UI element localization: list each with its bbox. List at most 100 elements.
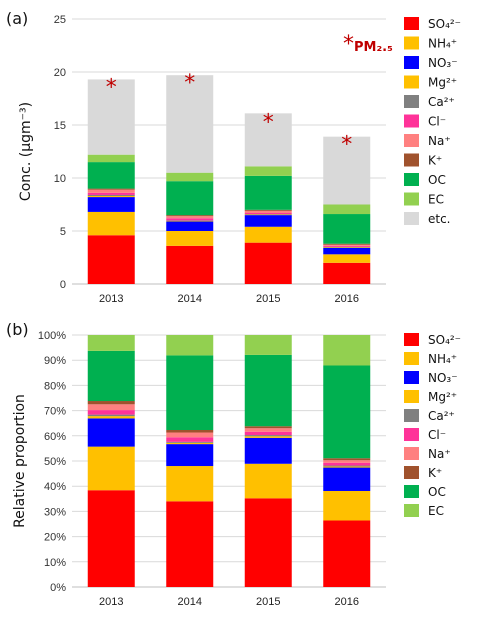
legend-swatch-k [404,153,419,167]
x-tick-label: 2015 [256,293,280,305]
bar-segment-na [166,432,214,438]
bar-segment-k [87,188,135,190]
bar-segment-k [87,401,135,405]
bar-segment-no3 [87,197,135,212]
x-tick-label: 2016 [335,293,359,305]
bar-segment-nh4 [244,463,292,499]
bar-segment-so4 [87,490,135,587]
legend-swatch-cl [404,114,419,128]
bar-segment-ec [244,335,292,355]
legend-label-ca: Ca²⁺ [428,409,455,423]
legend-swatch-nh4 [404,352,419,365]
bar-segment-cl [244,212,292,215]
legend-swatch-so4 [404,17,419,30]
bar-segment-na [87,189,135,193]
legend-label-mg: Mg²⁺ [428,390,457,404]
legend-swatch-k [404,466,419,479]
legend-swatch-ca [404,409,419,422]
bar-segment-oc [244,354,292,427]
bar-segment-na [323,460,371,463]
pm25-legend: * PM₂.₅ [343,32,393,57]
bar-segment-no3 [323,467,371,491]
y-tick-label: 50% [44,456,66,468]
bar-segment-no3 [166,221,214,231]
x-tick-label: 2013 [99,596,123,608]
y-axis-label: Relative proportion [12,394,28,528]
legend-swatch-na [404,447,419,460]
legend-label-oc: OC [428,485,446,499]
bar-segment-ec [166,335,214,356]
bar-segment-etc [323,136,371,205]
pm25-marker: * [106,75,117,100]
bar-segment-cl [87,410,135,415]
bar-segment-ec [323,204,371,215]
bar-segment-na [244,428,292,432]
bar-segment-no3 [166,444,214,467]
legend-swatch-nh4 [404,36,419,50]
bar-segment-etc [87,79,135,155]
bar-segment-mg [244,436,292,438]
bar-segment-nh4 [244,226,292,243]
bar-segment-ca [323,465,371,467]
y-tick-label: 20% [44,532,66,544]
bar-segment-no3 [244,437,292,464]
bar-segment-mg [244,214,292,216]
bar-segment-no3 [244,215,292,227]
legend-swatch-mg [404,75,419,89]
legend-label-nh4: NH₄⁺ [428,37,457,51]
y-tick-label: 10% [44,557,66,569]
bar-segment-ca [244,214,292,215]
legend-label-no3: NO₃⁻ [428,56,458,70]
bar-segment-ca [166,220,214,221]
bar-segment-nh4 [323,254,371,263]
bar-segment-nh4 [166,466,214,502]
bar-segment-k [323,458,371,461]
panel-label: (a) [6,9,28,28]
legend-swatch-etc [404,212,419,225]
x-tick-label: 2014 [178,596,202,608]
bar-segment-etc [244,113,292,167]
legend-label-k: K⁺ [428,466,442,480]
y-tick-label: 30% [44,506,66,518]
x-tick-label: 2015 [256,596,280,608]
bar-segment-k [166,430,214,433]
panel-label: (b) [6,320,29,339]
y-axis-label: Conc. (μgm⁻³) [18,102,34,201]
pm25-marker: * [184,71,195,96]
bar-segment-oc [323,214,371,244]
bar-segment-no3 [323,247,371,255]
bar-segment-na [323,244,371,246]
bar-segment-oc [166,355,214,431]
bar-segment-ca [87,414,135,417]
legend-label-so4: SO₄²⁻ [428,333,461,347]
bar-segment-so4 [323,262,371,284]
bar-segment-cl [244,431,292,436]
bar-segment-mg [323,466,371,468]
legend-label-nh4: NH₄⁺ [428,352,457,366]
bar-segment-no3 [87,418,135,447]
bar-segment-cl [323,462,371,466]
legend-label-mg: Mg²⁺ [428,76,457,90]
legend-swatch-na [404,134,419,147]
pm25-marker: * [341,133,352,158]
bar-segment-na [166,216,214,219]
legend-label-cl: Cl⁻ [428,428,446,442]
bar-segment-oc [87,350,135,402]
bar-segment-ca [244,435,292,437]
bar-segment-oc [323,365,371,459]
legend-swatch-cl [404,428,419,441]
bar-segment-ca [323,246,371,248]
y-tick-label: 0 [60,279,66,291]
bar-segment-cl [323,245,371,247]
y-tick-label: 60% [44,431,66,443]
bar-segment-oc [244,175,292,210]
x-tick-label: 2016 [335,596,359,608]
chart-panel-a: 0 5 10 15 20 25 (a) Conc. (μgm⁻³) 2013 * 2014 * 2015… [6,9,461,305]
bar-segment-oc [87,162,135,189]
bar-segment-cl [166,437,214,442]
bar-segment-mg [323,247,371,248]
legend-label-ec: EC [428,504,444,518]
pm25-legend-marker: * [343,32,354,57]
chart-panel-b: 0% 10% 20% 30% 40% 50% 60% 70% 80% 90% 100% (b) Rela… [6,320,461,608]
bar-segment-ca [166,441,214,443]
